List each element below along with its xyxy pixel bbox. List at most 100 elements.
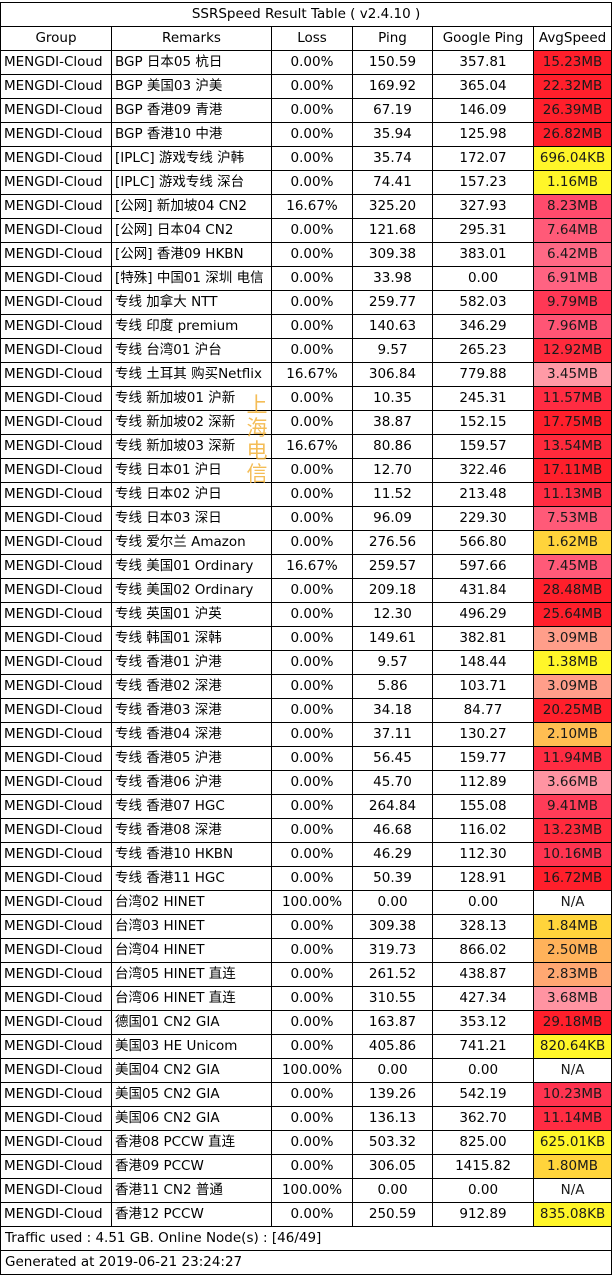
cell-remarks: 香港08 PCCW 直连: [111, 1130, 272, 1155]
cell-ping: 96.09: [352, 506, 433, 531]
cell-remarks: 专线 日本03 深日: [111, 506, 272, 531]
cell-group: MENGDI-Cloud: [0, 770, 112, 795]
cell-ping: 33.98: [352, 266, 433, 291]
cell-loss: 0.00%: [271, 170, 353, 195]
cell-ping: 35.94: [352, 122, 433, 147]
cell-google-ping: 328.13: [432, 914, 534, 939]
cell-remarks: 专线 土耳其 购买Netflix: [111, 362, 272, 387]
table-row: MENGDI-Cloud 美国06 CN2 GIA 0.00% 136.13 362.7…: [0, 1106, 613, 1131]
cell-ping: 325.20: [352, 194, 433, 219]
table-row: MENGDI-Cloud [特殊] 中国01 深圳 电信 0.00% 33.98 0.0…: [0, 266, 613, 291]
cell-avg-speed: 10.16MB: [532, 842, 613, 867]
cell-avg-speed: 11.13MB: [532, 482, 613, 507]
cell-google-ping: 346.29: [432, 314, 534, 339]
cell-loss: 0.00%: [271, 530, 353, 555]
cell-remarks: 专线 香港03 深港: [111, 698, 272, 723]
footer-generated-row: Generated at 2019-06-21 23:24:27: [0, 1250, 613, 1275]
cell-avg-speed: 13.23MB: [532, 818, 613, 843]
cell-group: MENGDI-Cloud: [0, 530, 112, 555]
table-row: MENGDI-Cloud 专线 新加坡01 沪新 0.00% 10.35 245.31 1…: [0, 386, 613, 411]
cell-google-ping: 1415.82: [432, 1154, 534, 1179]
cell-ping: 80.86: [352, 434, 433, 459]
cell-ping: 209.18: [352, 578, 433, 603]
header-remarks: Remarks: [111, 26, 272, 51]
cell-ping: 10.35: [352, 386, 433, 411]
cell-google-ping: 213.48: [432, 482, 534, 507]
cell-avg-speed: 12.92MB: [532, 338, 613, 363]
table-row: MENGDI-Cloud 专线 香港07 HGC 0.00% 264.84 155.08…: [0, 794, 613, 819]
cell-avg-speed: 22.32MB: [532, 74, 613, 99]
cell-avg-speed: 28.48MB: [532, 578, 613, 603]
cell-google-ping: 125.98: [432, 122, 534, 147]
cell-google-ping: 103.71: [432, 674, 534, 699]
cell-loss: 0.00%: [271, 866, 353, 891]
cell-ping: 150.59: [352, 50, 433, 75]
cell-loss: 0.00%: [271, 242, 353, 267]
table-row: MENGDI-Cloud 专线 新加坡02 深新 0.00% 38.87 152.15 1…: [0, 410, 613, 435]
cell-ping: 149.61: [352, 626, 433, 651]
cell-group: MENGDI-Cloud: [0, 578, 112, 603]
table-row: MENGDI-Cloud 专线 美国02 Ordinary 0.00% 209.18 4…: [0, 578, 613, 603]
cell-google-ping: 496.29: [432, 602, 534, 627]
cell-remarks: 专线 美国02 Ordinary: [111, 578, 272, 603]
cell-group: MENGDI-Cloud: [0, 1106, 112, 1131]
cell-group: MENGDI-Cloud: [0, 914, 112, 939]
cell-google-ping: 357.81: [432, 50, 534, 75]
cell-ping: 0.00: [352, 890, 433, 915]
cell-avg-speed: 3.09MB: [532, 674, 613, 699]
table-row: MENGDI-Cloud 香港11 CN2 普通 100.00% 0.00 0.00 N/…: [0, 1178, 613, 1203]
cell-ping: 5.86: [352, 674, 433, 699]
table-row: MENGDI-Cloud 台湾02 HINET 100.00% 0.00 0.00 N/A: [0, 890, 613, 915]
cell-ping: 9.57: [352, 338, 433, 363]
cell-google-ping: 130.27: [432, 722, 534, 747]
cell-remarks: 台湾05 HINET 直连: [111, 962, 272, 987]
traffic-summary: Traffic used : 4.51 GB. Online Node(s) :…: [0, 1226, 613, 1251]
cell-ping: 139.26: [352, 1082, 433, 1107]
table-row: MENGDI-Cloud 专线 香港01 沪港 0.00% 9.57 148.44 1.3…: [0, 650, 613, 675]
cell-group: MENGDI-Cloud: [0, 314, 112, 339]
table-row: MENGDI-Cloud 专线 香港06 沪港 0.00% 45.70 112.89 3.…: [0, 770, 613, 795]
cell-loss: 0.00%: [271, 1010, 353, 1035]
cell-remarks: 专线 日本01 沪日: [111, 458, 272, 483]
cell-google-ping: 84.77: [432, 698, 534, 723]
cell-avg-speed: 3.09MB: [532, 626, 613, 651]
cell-google-ping: 322.46: [432, 458, 534, 483]
cell-google-ping: 382.81: [432, 626, 534, 651]
cell-group: MENGDI-Cloud: [0, 698, 112, 723]
cell-google-ping: 116.02: [432, 818, 534, 843]
table-row: MENGDI-Cloud [公网] 香港09 HKBN 0.00% 309.38 383…: [0, 242, 613, 267]
cell-google-ping: 112.30: [432, 842, 534, 867]
cell-loss: 16.67%: [271, 554, 353, 579]
cell-group: MENGDI-Cloud: [0, 818, 112, 843]
cell-loss: 0.00%: [271, 146, 353, 171]
cell-loss: 0.00%: [271, 506, 353, 531]
watermark-text: 上 海 电 信: [244, 394, 270, 486]
cell-group: MENGDI-Cloud: [0, 1130, 112, 1155]
cell-loss: 0.00%: [271, 842, 353, 867]
cell-loss: 0.00%: [271, 482, 353, 507]
cell-avg-speed: 11.57MB: [532, 386, 613, 411]
table-row: MENGDI-Cloud BGP 香港10 中港 0.00% 35.94 125.98 2…: [0, 122, 613, 147]
cell-avg-speed: 6.91MB: [532, 266, 613, 291]
cell-google-ping: 245.31: [432, 386, 534, 411]
cell-avg-speed: 26.39MB: [532, 98, 613, 123]
cell-remarks: 香港12 PCCW: [111, 1202, 272, 1227]
cell-ping: 264.84: [352, 794, 433, 819]
cell-group: MENGDI-Cloud: [0, 794, 112, 819]
cell-avg-speed: 7.64MB: [532, 218, 613, 243]
cell-group: MENGDI-Cloud: [0, 962, 112, 987]
header-group: Group: [0, 26, 112, 51]
cell-remarks: 香港11 CN2 普通: [111, 1178, 272, 1203]
cell-avg-speed: 2.10MB: [532, 722, 613, 747]
cell-avg-speed: 835.08KB: [532, 1202, 613, 1227]
cell-avg-speed: 29.18MB: [532, 1010, 613, 1035]
cell-ping: 169.92: [352, 74, 433, 99]
cell-group: MENGDI-Cloud: [0, 626, 112, 651]
cell-ping: 405.86: [352, 1034, 433, 1059]
cell-group: MENGDI-Cloud: [0, 482, 112, 507]
cell-group: MENGDI-Cloud: [0, 458, 112, 483]
cell-ping: 503.32: [352, 1130, 433, 1155]
table-row: MENGDI-Cloud [公网] 日本04 CN2 0.00% 121.68 295.…: [0, 218, 613, 243]
cell-google-ping: 566.80: [432, 530, 534, 555]
